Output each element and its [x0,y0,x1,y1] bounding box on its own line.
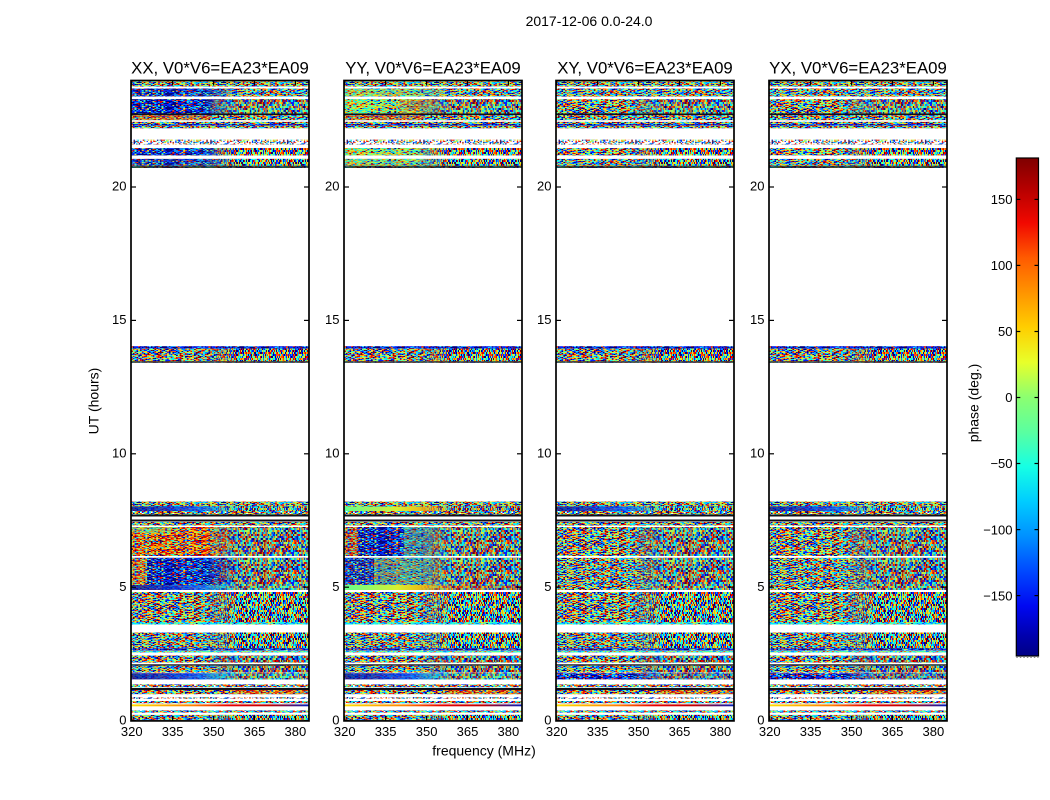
svg-text:20: 20 [112,179,126,194]
svg-text:10: 10 [325,446,339,461]
svg-text:320: 320 [759,724,781,739]
svg-text:380: 380 [498,724,520,739]
svg-text:5: 5 [119,579,126,594]
svg-text:335: 335 [375,724,397,739]
svg-text:20: 20 [750,179,764,194]
svg-text:−150: −150 [983,588,1012,603]
svg-text:350: 350 [628,724,650,739]
svg-text:XX, V0*V6=EA23*EA09: XX, V0*V6=EA23*EA09 [131,59,309,78]
svg-text:100: 100 [991,258,1013,273]
svg-text:0: 0 [1005,390,1012,405]
svg-text:10: 10 [112,446,126,461]
svg-text:380: 380 [923,724,945,739]
svg-text:2017-12-06 0.0-24.0: 2017-12-06 0.0-24.0 [526,13,653,29]
svg-text:0: 0 [757,712,764,727]
svg-text:320: 320 [546,724,568,739]
svg-text:350: 350 [416,724,438,739]
svg-text:15: 15 [750,312,764,327]
svg-text:365: 365 [882,724,904,739]
svg-text:335: 335 [800,724,822,739]
svg-text:0: 0 [119,712,126,727]
svg-text:20: 20 [325,179,339,194]
svg-text:15: 15 [325,312,339,327]
svg-text:phase (deg.): phase (deg.) [966,364,982,443]
svg-text:YX, V0*V6=EA23*EA09: YX, V0*V6=EA23*EA09 [769,59,947,78]
svg-text:10: 10 [537,446,551,461]
svg-text:−100: −100 [983,522,1012,537]
svg-text:15: 15 [537,312,551,327]
svg-text:5: 5 [544,579,551,594]
svg-text:365: 365 [669,724,691,739]
svg-text:5: 5 [757,579,764,594]
svg-text:365: 365 [244,724,266,739]
svg-text:380: 380 [285,724,307,739]
svg-text:50: 50 [998,324,1012,339]
svg-text:−50: −50 [990,456,1012,471]
svg-text:320: 320 [334,724,356,739]
svg-text:335: 335 [162,724,184,739]
svg-text:320: 320 [121,724,143,739]
svg-text:380: 380 [710,724,732,739]
svg-text:20: 20 [537,179,551,194]
svg-text:350: 350 [841,724,863,739]
svg-text:335: 335 [587,724,609,739]
svg-text:0: 0 [544,712,551,727]
svg-text:150: 150 [991,192,1013,207]
svg-text:5: 5 [332,579,339,594]
svg-text:XY, V0*V6=EA23*EA09: XY, V0*V6=EA23*EA09 [557,59,733,78]
svg-text:350: 350 [203,724,225,739]
svg-text:YY, V0*V6=EA23*EA09: YY, V0*V6=EA23*EA09 [345,59,521,78]
svg-text:UT (hours): UT (hours) [86,368,102,435]
svg-text:365: 365 [457,724,479,739]
svg-text:0: 0 [332,712,339,727]
svg-text:frequency (MHz): frequency (MHz) [432,743,535,759]
svg-text:15: 15 [112,312,126,327]
svg-text:10: 10 [750,446,764,461]
